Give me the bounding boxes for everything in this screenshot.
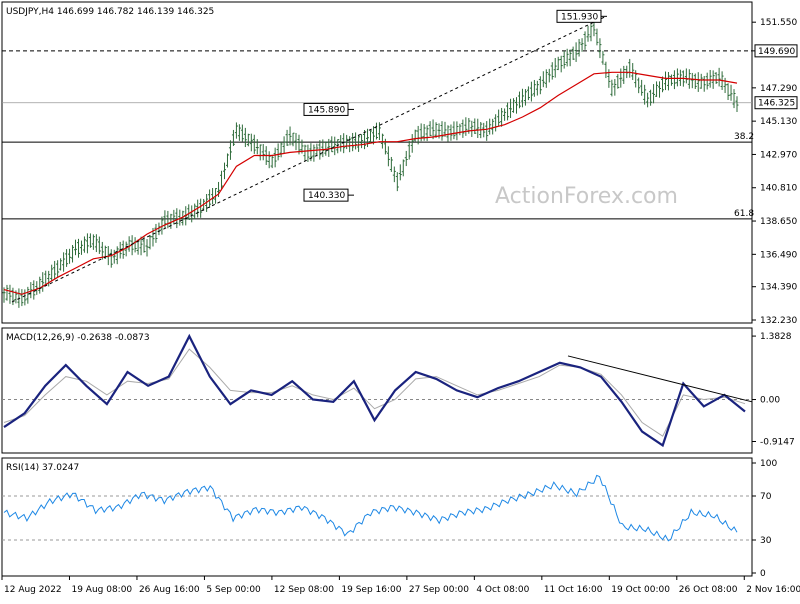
x-tick-label: 27 Sep 00:00 xyxy=(409,585,469,595)
rsi-tick-label: 30 xyxy=(760,536,772,546)
rsi-title: RSI(14) 37.0247 xyxy=(6,463,79,473)
fib-label: 38.2 xyxy=(734,132,754,142)
price-panel-frame xyxy=(1,1,753,324)
price-tick-label: 132.230 xyxy=(760,316,797,326)
price-tick-label: 140.810 xyxy=(760,184,797,194)
price-tick-label: 145.130 xyxy=(760,117,797,127)
price-annotation-label: 151.930 xyxy=(561,12,598,22)
macd-tick-label: 1.3828 xyxy=(760,332,792,342)
x-tick-label: 19 Oct 00:00 xyxy=(611,585,670,595)
x-tick-label: 19 Sep 16:00 xyxy=(341,585,401,595)
x-tick-label: 26 Oct 08:00 xyxy=(679,585,738,595)
price-layer: 151.550 149.690 147.290 145.130 142.970 140.8… xyxy=(2,9,798,326)
macd-tick-label: -0.9147 xyxy=(760,437,795,447)
resistance-tag-label: 149.690 xyxy=(758,47,795,57)
x-tick-label: 2 Nov 16:00 xyxy=(746,585,800,595)
price-tick-label: 138.650 xyxy=(760,217,797,227)
x-tick-label: 11 Oct 16:00 xyxy=(544,585,603,595)
rsi-line xyxy=(3,474,738,542)
last-price-label: 146.325 xyxy=(758,99,795,109)
price-annotation-label: 140.330 xyxy=(308,191,345,201)
rsi-layer: 100 70 30 0 xyxy=(2,459,777,579)
price-title: USDJPY,H4 146.699 146.782 146.139 146.32… xyxy=(6,7,214,17)
price-tick-label: 142.970 xyxy=(760,150,797,160)
x-tick-label: 26 Aug 16:00 xyxy=(139,585,200,595)
price-tick-label: 134.390 xyxy=(760,283,797,293)
price-tick-label: 147.290 xyxy=(760,84,797,94)
rsi-tick-label: 100 xyxy=(760,459,777,469)
x-tick-label: 12 Sep 08:00 xyxy=(274,585,334,595)
rsi-tick-label: 70 xyxy=(760,492,772,502)
resistance-tag xyxy=(754,44,798,58)
last-price-tag xyxy=(754,96,798,110)
rsi-panel-frame xyxy=(1,457,753,577)
price-tick-label: 151.550 xyxy=(760,18,797,28)
macd-trend-line xyxy=(567,355,753,403)
x-tick-label: 5 Sep 00:00 xyxy=(206,585,261,595)
x-tick-label: 12 Aug 2022 xyxy=(4,585,62,595)
price-tick-label: 136.490 xyxy=(760,250,797,260)
price-annotation-label: 145.890 xyxy=(308,105,345,115)
x-axis: 12 Aug 2022 19 Aug 08:00 26 Aug 16:00 5 Sep… xyxy=(1,576,800,595)
macd-signal-line xyxy=(3,348,746,437)
moving-average-line xyxy=(3,71,738,295)
macd-panel-frame xyxy=(1,327,753,454)
trend-line-dashed xyxy=(11,15,607,303)
macd-title: MACD(12,26,9) -0.2638 -0.0873 xyxy=(6,333,150,343)
x-tick-label: 19 Aug 08:00 xyxy=(71,585,132,595)
x-tick-label: 4 Oct 08:00 xyxy=(476,585,529,595)
rsi-tick-label: 0 xyxy=(760,569,766,579)
fib-label: 61.8 xyxy=(734,209,754,219)
watermark: ActionForex.com xyxy=(495,184,678,209)
macd-tick-label: 0.00 xyxy=(760,396,780,406)
macd-line xyxy=(3,333,746,448)
macd-layer: 1.3828 0.00 -0.9147 xyxy=(2,332,795,447)
